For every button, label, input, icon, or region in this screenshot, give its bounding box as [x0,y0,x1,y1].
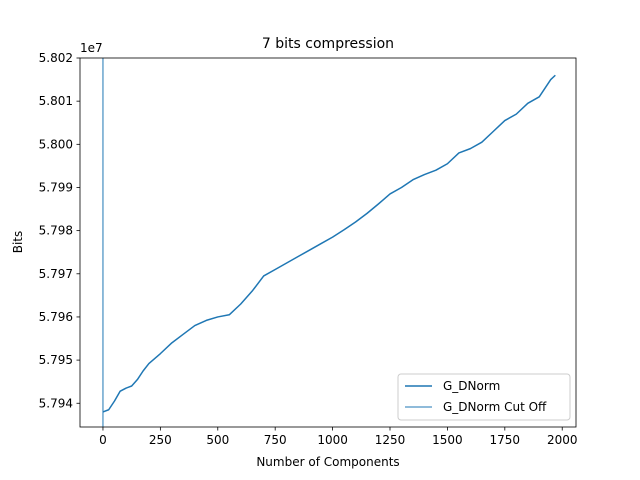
y-tick-label: 5.797 [39,267,73,281]
y-tick-label: 5.799 [39,180,73,194]
x-tick-label: 1750 [490,433,521,447]
series-layer [102,58,556,427]
legend-label: G_DNorm [443,379,500,393]
y-tick-label: 5.801 [39,94,73,108]
x-tick-label: 500 [206,433,229,447]
chart-title: 7 bits compression [262,36,394,52]
x-tick-label: 1000 [317,433,348,447]
plot-frame [79,57,577,428]
x-tick-label: 250 [149,433,172,447]
plot-background [80,58,576,427]
y-tick-label: 5.794 [39,396,73,410]
x-tick-label: 1250 [375,433,406,447]
legend: G_DNorm G_DNorm Cut Off [397,373,571,421]
y-tick-label: 5.798 [39,224,73,238]
axes-layer: 0 250 500 750 1000 1250 1500 1750 2000 5.794 5.795… [39,51,578,447]
y-tick-label: 5.795 [39,353,73,367]
y-tick-label: 5.796 [39,310,73,324]
x-tick-label: 750 [264,433,287,447]
y-tick-label: 5.800 [39,137,73,151]
y-offset-label: 1e7 [80,41,103,55]
x-tick-label: 2000 [547,433,578,447]
y-tick-label: 5.802 [39,51,73,65]
x-tick-label: 0 [99,433,107,447]
legend-label: G_DNorm Cut Off [443,400,547,414]
x-tick-label: 1500 [432,433,463,447]
x-axis-label: Number of Components [256,455,399,469]
y-axis-label: Bits [11,231,25,254]
legend-box [397,373,571,421]
series-line-g-dnorm [102,74,556,413]
